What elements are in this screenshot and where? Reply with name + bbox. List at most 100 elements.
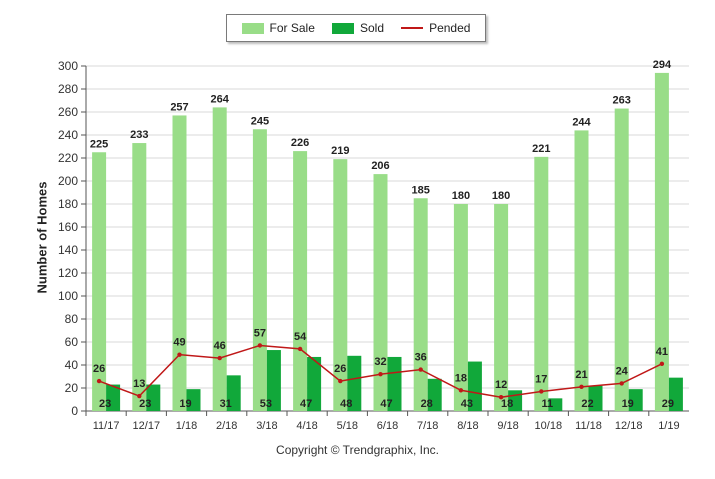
label-sold: 18 (501, 398, 513, 410)
label-pended: 21 (575, 369, 587, 381)
label-pended: 41 (656, 346, 668, 358)
label-sold: 48 (340, 398, 352, 410)
label-for-sale: 206 (371, 160, 389, 172)
label-sold: 19 (179, 398, 191, 410)
label-for-sale: 263 (613, 95, 631, 107)
bar-for-sale (654, 72, 669, 412)
copyright-footer: Copyright © Trendgraphix, Inc. (276, 443, 439, 457)
bar-sold (588, 385, 603, 411)
label-pended: 26 (334, 363, 346, 375)
bar-sold (106, 384, 121, 411)
pended-point (659, 361, 665, 367)
label-sold: 43 (461, 398, 473, 410)
legend-label-pended: Pended (429, 21, 471, 35)
label-for-sale: 221 (532, 143, 550, 155)
bar-for-sale (614, 108, 629, 412)
label-sold: 11 (541, 398, 553, 410)
bar-sold (347, 355, 362, 411)
label-sold: 53 (260, 398, 272, 410)
pended-point (619, 381, 624, 386)
legend-item-for-sale: For Sale (241, 21, 315, 35)
y-axis-label: Number of Homes (34, 181, 50, 294)
label-sold: 23 (99, 398, 111, 410)
label-sold: 31 (220, 398, 232, 410)
legend-swatch-pended (401, 27, 424, 29)
label-for-sale: 180 (452, 190, 470, 202)
bar-sold (266, 350, 281, 411)
x-tick-label: 1/19 (658, 420, 679, 432)
x-tick-label: 12/18 (615, 420, 643, 432)
y-tick-label: 140 (58, 243, 78, 257)
pended-point (177, 352, 182, 357)
y-tick-label: 180 (58, 197, 78, 211)
y-tick-label: 60 (65, 335, 79, 349)
label-sold: 47 (300, 398, 312, 410)
pended-point (498, 395, 504, 400)
pended-point (257, 343, 263, 348)
pended-point (338, 378, 343, 384)
label-pended: 46 (214, 340, 226, 352)
legend-swatch-sold (331, 22, 354, 34)
pended-point (579, 384, 584, 390)
x-tick-label: 3/18 (256, 420, 277, 432)
label-sold: 47 (380, 398, 392, 410)
legend-item-sold: Sold (331, 21, 384, 35)
legend-label-for-sale: For Sale (269, 21, 315, 35)
bar-sold (548, 398, 563, 411)
y-tick-label: 200 (58, 174, 78, 188)
bar-for-sale (172, 115, 187, 411)
x-tick-label: 11/18 (575, 420, 602, 432)
label-for-sale: 180 (492, 190, 510, 202)
pended-point (217, 355, 222, 361)
label-pended: 12 (495, 379, 507, 391)
pended-point (297, 346, 303, 352)
bar-for-sale (453, 204, 468, 411)
bar-for-sale (413, 198, 428, 411)
x-tick-label: 8/18 (457, 420, 478, 432)
x-tick-label: 7/18 (417, 420, 438, 432)
x-tick-label: 12/17 (133, 420, 161, 432)
legend-label-sold: Sold (359, 21, 384, 35)
label-for-sale: 233 (130, 129, 148, 141)
label-for-sale: 294 (653, 59, 672, 71)
pended-point (137, 393, 142, 399)
legend: For Sale Sold Pended (226, 14, 486, 42)
x-tick-label: 11/17 (93, 420, 120, 432)
y-tick-label: 240 (58, 128, 78, 142)
axes: 0 20 40 60 80 100 120 140 160 180 200 220 240 260 280 3… (58, 59, 689, 432)
pended-point (96, 378, 102, 384)
y-tick-label: 100 (58, 289, 78, 303)
pended-point (378, 372, 383, 377)
y-tick-label: 80 (65, 312, 79, 326)
data-labels: 225 23 233 23 257 19 264 31 245 53 226 47 219 48 206 47… (90, 59, 674, 410)
bar-sold (226, 375, 241, 411)
label-sold: 23 (139, 398, 151, 410)
x-tick-label: 5/18 (337, 420, 358, 432)
label-for-sale: 244 (572, 116, 591, 128)
pended-point (418, 367, 423, 372)
bar-for-sale (574, 130, 589, 411)
label-sold: 22 (581, 398, 593, 410)
label-pended: 57 (254, 327, 266, 339)
label-for-sale: 226 (291, 137, 309, 149)
label-sold: 19 (622, 398, 634, 410)
bar-for-sale (534, 156, 549, 411)
label-pended: 26 (93, 363, 105, 375)
label-pended: 36 (415, 352, 427, 364)
y-tick-label: 220 (58, 151, 78, 165)
bar-sold (427, 378, 442, 411)
bar-for-sale (293, 151, 308, 411)
bar-sold (387, 356, 402, 411)
label-for-sale: 219 (331, 145, 349, 157)
pended-line (96, 343, 665, 400)
bar-sold (628, 389, 643, 411)
y-tick-label: 0 (71, 404, 78, 418)
bar-for-sale (212, 107, 227, 412)
bar-sold (146, 384, 161, 411)
y-tick-label: 160 (58, 220, 78, 234)
bar-for-sale (373, 174, 388, 411)
bar-sold (668, 377, 683, 411)
bar-for-sale (132, 143, 147, 412)
x-tick-label: 1/18 (176, 420, 197, 432)
label-sold: 29 (662, 398, 674, 410)
